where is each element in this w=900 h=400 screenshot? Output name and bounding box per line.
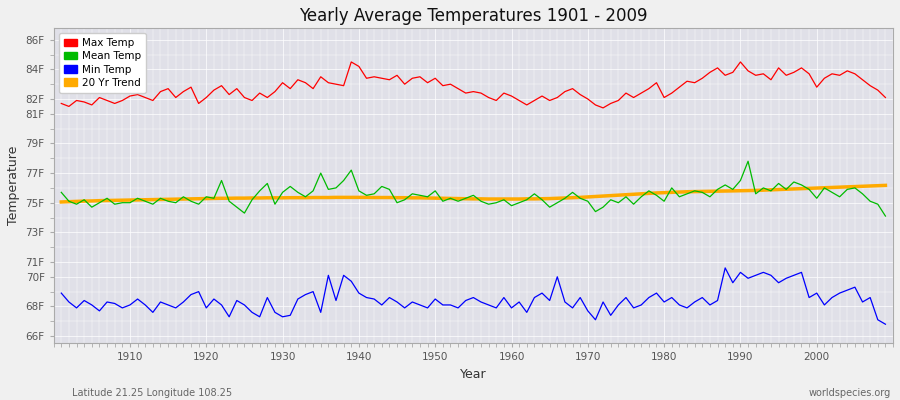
Text: worldspecies.org: worldspecies.org (809, 388, 891, 398)
Y-axis label: Temperature: Temperature (7, 146, 20, 225)
Text: Latitude 21.25 Longitude 108.25: Latitude 21.25 Longitude 108.25 (72, 388, 232, 398)
X-axis label: Year: Year (460, 368, 487, 381)
Title: Yearly Average Temperatures 1901 - 2009: Yearly Average Temperatures 1901 - 2009 (299, 7, 648, 25)
Legend: Max Temp, Mean Temp, Min Temp, 20 Yr Trend: Max Temp, Mean Temp, Min Temp, 20 Yr Tre… (58, 33, 146, 93)
